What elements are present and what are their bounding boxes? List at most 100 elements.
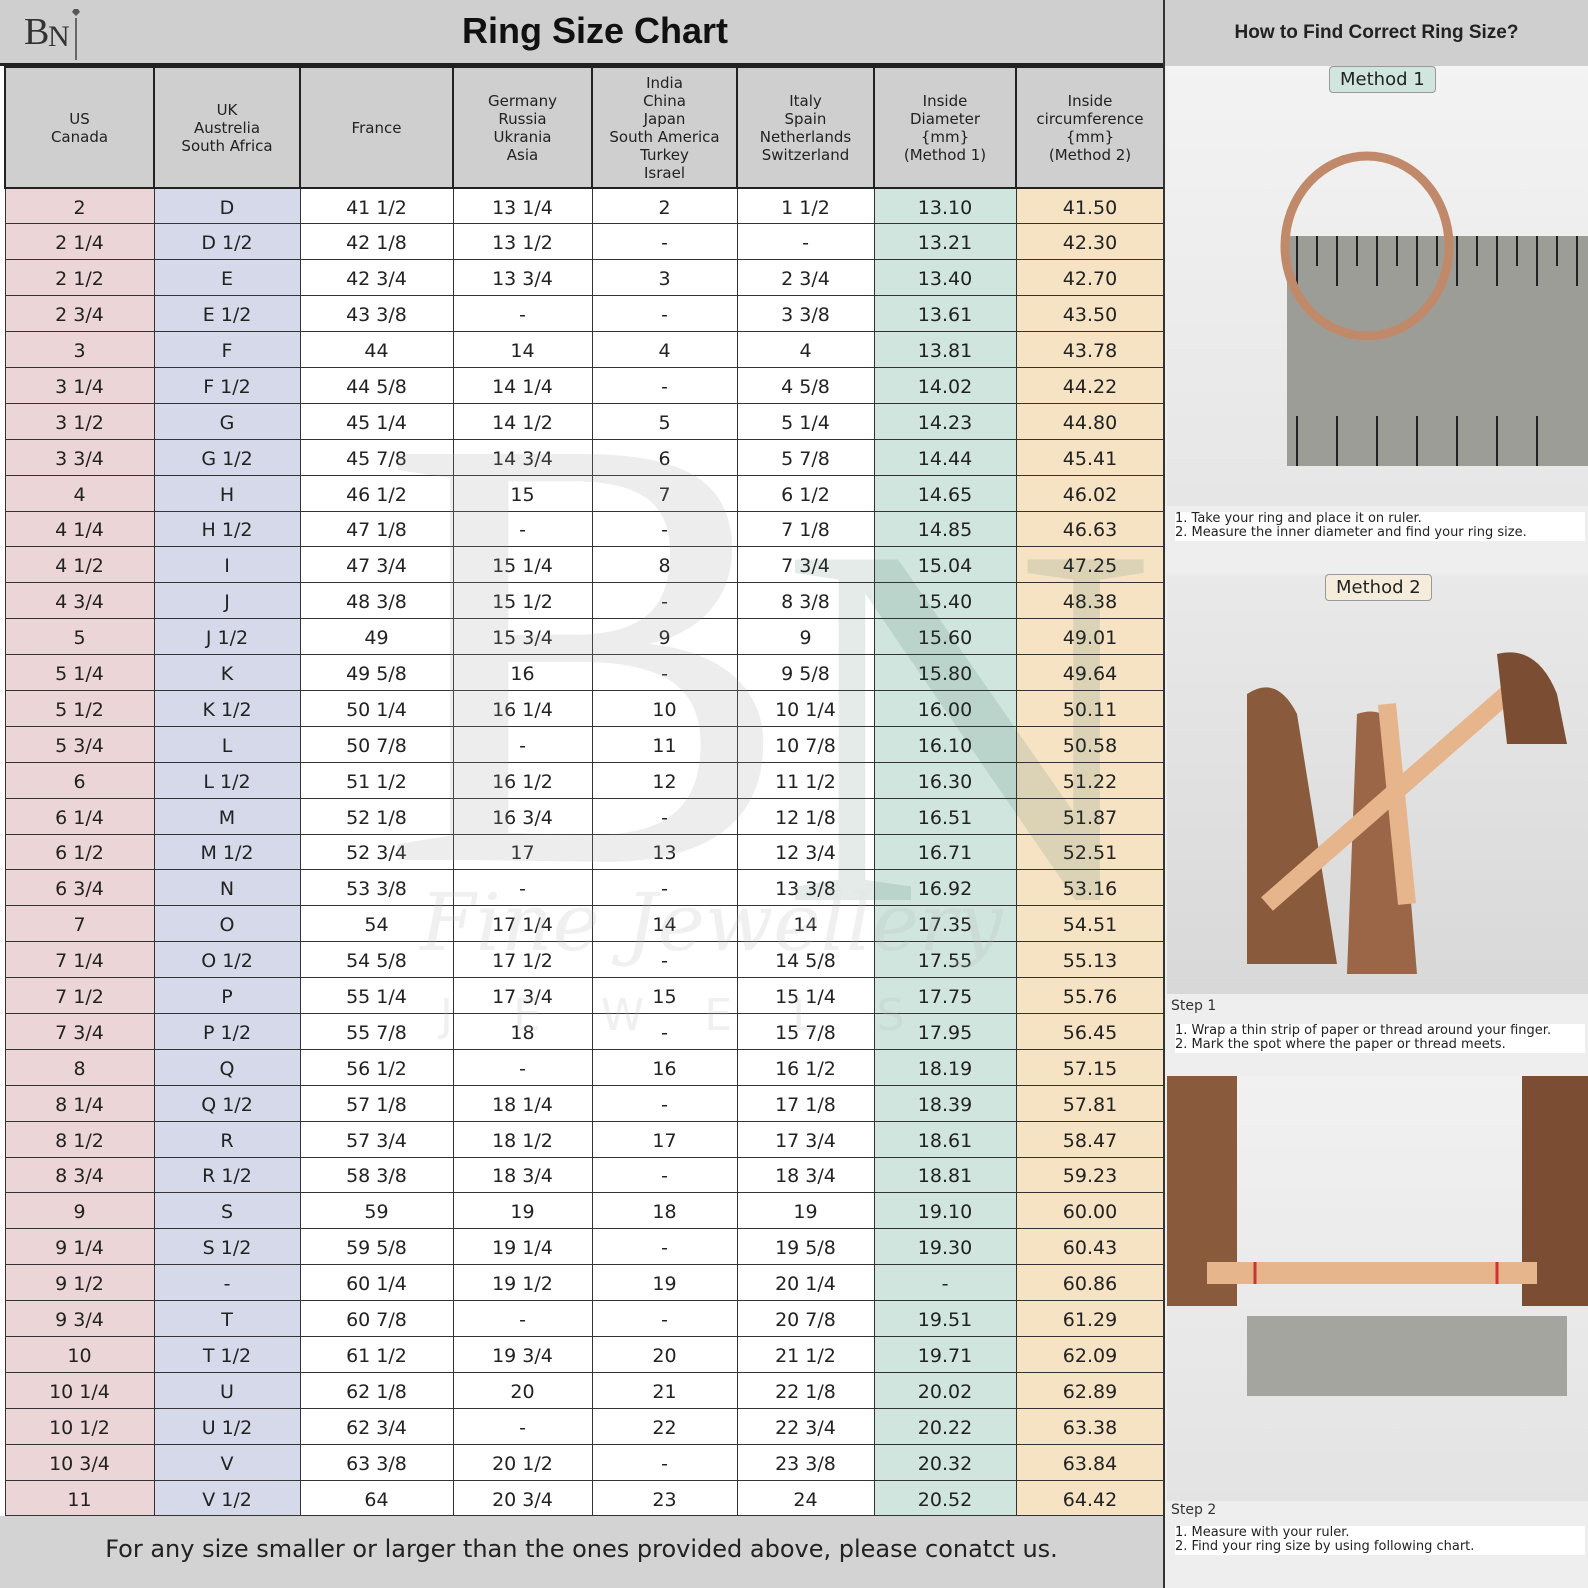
table-cell: 63 3/8 [299,1443,454,1481]
table-cell: 14 1/2 [452,402,593,440]
table-cell: 42.70 [1015,259,1165,297]
table-cell: 10 1/4 [4,1371,155,1409]
table-cell: T [153,1300,301,1337]
table-cell: 62 1/8 [299,1371,454,1409]
step1-caption: 1. Wrap a thin strip of paper or thread … [1175,1023,1585,1053]
table-cell: H 1/2 [153,510,301,548]
table-cell: 45 7/8 [299,438,454,476]
table-cell: Q 1/2 [153,1084,301,1122]
table-cell: 55 1/4 [299,977,454,1014]
table-cell: 17 [452,833,593,871]
table-cell: 13.40 [873,259,1017,297]
table-cell: 15.80 [873,654,1017,691]
table-cell: - [153,1264,301,1302]
table-cell: 3 [591,259,738,297]
table-cell: 46.63 [1015,510,1165,548]
title-bar: B N Ring Size Chart [0,0,1163,66]
table-cell: 57 1/8 [299,1084,454,1122]
step2-label: Step 2 [1171,1502,1217,1518]
table-cell: - [452,1300,593,1337]
table-cell: 18 [591,1192,738,1230]
table-cell: 12 3/4 [736,833,875,871]
column-header: India China Japan South America Turkey I… [591,66,738,189]
table-cell: 55 7/8 [299,1012,454,1050]
table-cell: I [153,546,301,584]
table-cell: 2 1/2 [4,259,155,297]
table-cell: 7 [4,905,155,943]
table-cell: 8 [591,546,738,584]
table-cell: 19 [736,1192,875,1230]
table-row: 5 1/2 K 1/2 50 1/4 16 1/4 10 10 1/4 16.00 50.11 [4,689,1165,727]
table-cell: 19 [591,1264,738,1302]
table-cell: 5 [4,618,155,656]
table-cell: 64 [299,1479,454,1517]
table-cell: 52 1/8 [299,797,454,835]
table-cell: - [591,510,738,548]
table-cell: 44.22 [1015,366,1165,404]
table-cell: - [452,869,593,907]
table-cell: 15 1/2 [452,582,593,620]
table-cell: 15 7/8 [736,1012,875,1050]
table-cell: - [591,1156,738,1194]
table-cell: 52 3/4 [299,833,454,871]
table-cell: - [452,725,593,763]
table-cell: 20 [591,1336,738,1373]
table-cell: 42 3/4 [299,259,454,297]
table-cell: 57.15 [1015,1048,1165,1086]
table-cell: K [153,654,301,691]
table-cell: E [153,259,301,297]
table-cell: 16 1/2 [452,761,593,799]
table-cell: 48.38 [1015,582,1165,620]
table-cell: 9 [4,1192,155,1230]
right-panel-title: How to Find Correct Ring Size? [1163,0,1588,66]
table-row: 8 3/4 R 1/2 58 3/8 18 3/4-18 3/4 18.81 59.23 [4,1156,1165,1194]
table-cell: - [591,654,738,691]
table-cell: 49.64 [1015,654,1165,691]
table-cell: 16 3/4 [452,797,593,835]
table-cell: F 1/2 [153,366,301,404]
table-cell: 44 [299,331,454,368]
table-cell: T 1/2 [153,1336,301,1373]
table-cell: 20.52 [873,1479,1017,1517]
table-cell: H [153,474,301,512]
table-row: 3 1/2 G 45 1/4 14 1/2 5 5 1/4 14.23 44.80 [4,402,1165,440]
ring-size-table: US Canada UK Austrelia South Africa France… [4,66,1165,1517]
table-row: 8 1/2 R 57 3/4 18 1/2 17 17 3/4 18.61 58.47 [4,1120,1165,1158]
table-header-row: US Canada UK Austrelia South Africa France… [4,66,1165,189]
table-cell: 50.58 [1015,725,1165,763]
table-row: 9 S 59 19 18 19 19.10 60.00 [4,1192,1165,1230]
table-cell: - [591,1084,738,1122]
table-cell: 58 3/8 [299,1156,454,1194]
table-cell: 22 3/4 [736,1407,875,1445]
table-cell: 14 [591,905,738,943]
table-cell: 11 1/2 [736,761,875,799]
table-cell: 41 1/2 [299,187,454,225]
table-cell: 14 [452,331,593,368]
table-cell: 50.11 [1015,689,1165,727]
table-cell: 18.19 [873,1048,1017,1086]
table-cell: R 1/2 [153,1156,301,1194]
table-cell: 64.42 [1015,1479,1165,1517]
table-cell: 11 [4,1479,155,1517]
table-cell: 16.00 [873,689,1017,727]
how-to-panel: Method 1 1. Take your ring and place it … [1163,66,1588,1588]
table-cell: 5 7/8 [736,438,875,476]
table-cell: 41.50 [1015,187,1165,225]
table-cell: E 1/2 [153,295,301,333]
table-cell: 17.75 [873,977,1017,1014]
table-cell: G [153,402,301,440]
page-title: Ring Size Chart [461,10,729,51]
table-row: 2 1/4 D 1/2 42 1/8 13 1/2- -13.21 42.30 [4,223,1165,261]
table-cell: 20 7/8 [736,1300,875,1337]
table-cell: 4 5/8 [736,366,875,404]
table-cell: 51.22 [1015,761,1165,799]
table-cell: 61.29 [1015,1300,1165,1337]
table-cell: 52.51 [1015,833,1165,871]
table-cell: V [153,1443,301,1481]
table-cell: - [452,1048,593,1086]
table-cell: 47 1/8 [299,510,454,548]
table-cell: 8 1/2 [4,1120,155,1158]
table-row: 2 1/2 E 42 3/4 13 3/4 3 2 3/4 13.40 42.70 [4,259,1165,297]
table-cell: 13.81 [873,331,1017,368]
table-cell: 3 [4,331,155,368]
